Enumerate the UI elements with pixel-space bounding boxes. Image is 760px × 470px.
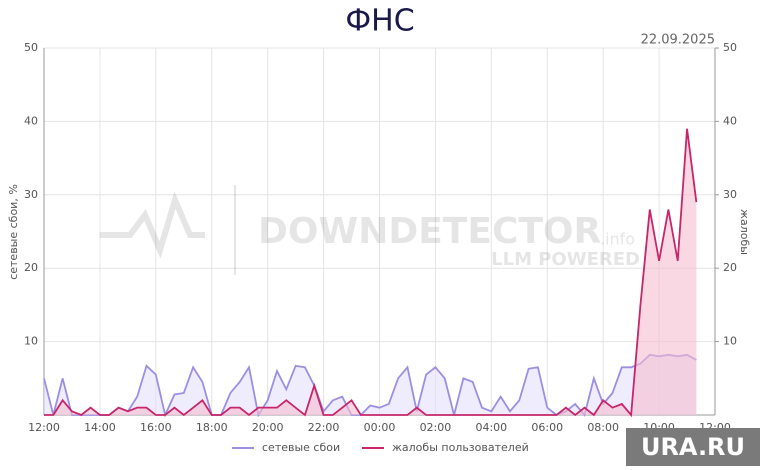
- x-tick-label: 20:00: [252, 421, 284, 434]
- area-fill: [44, 128, 697, 416]
- logo: URA.RU: [641, 433, 745, 461]
- logo-box: [626, 428, 760, 466]
- y2-axis-label: жалобы: [738, 209, 751, 255]
- x-tick-label: 12:00: [28, 421, 60, 434]
- watermark-brand: DOWNDETECTOR: [258, 211, 601, 252]
- date: 22.09.2025: [641, 33, 715, 48]
- x-tick-label: 14:00: [84, 421, 116, 434]
- y2-tick-label: 30: [723, 188, 737, 201]
- y2-tick-label: 20: [723, 261, 737, 274]
- legend-label: жалобы пользователей: [392, 441, 529, 454]
- series-line: [44, 128, 698, 418]
- y-tick-label: 30: [24, 188, 38, 201]
- x-tick-label: 00:00: [364, 421, 396, 434]
- y2-tick-label: 40: [723, 114, 737, 127]
- y-tick-label: 50: [24, 41, 38, 54]
- y-tick-label: 10: [24, 335, 38, 348]
- watermark-suffix: .info: [600, 230, 635, 249]
- y2-tick-label: 10: [723, 335, 737, 348]
- x-tick-label: 22:00: [308, 421, 340, 434]
- x-tick-label: 02:00: [420, 421, 452, 434]
- y2-tick-label: 50: [723, 41, 737, 54]
- chart-title: ФНС: [345, 4, 414, 39]
- watermark-tagline: LLM POWERED: [491, 249, 640, 270]
- x-tick-label: 18:00: [196, 421, 228, 434]
- legend-label: сетевые сбои: [262, 441, 340, 454]
- y-axis-label: сетевые сбои, %: [7, 184, 20, 280]
- x-tick-label: 04:00: [475, 421, 507, 434]
- x-tick-label: 06:00: [531, 421, 563, 434]
- x-tick-label: 16:00: [140, 421, 172, 434]
- y-tick-label: 40: [24, 114, 38, 127]
- x-tick-label: 08:00: [587, 421, 619, 434]
- series-line: [43, 353, 697, 418]
- y-tick-label: 20: [24, 261, 38, 274]
- watermark: DOWNDETECTOR .info LLM POWERED: [100, 185, 640, 275]
